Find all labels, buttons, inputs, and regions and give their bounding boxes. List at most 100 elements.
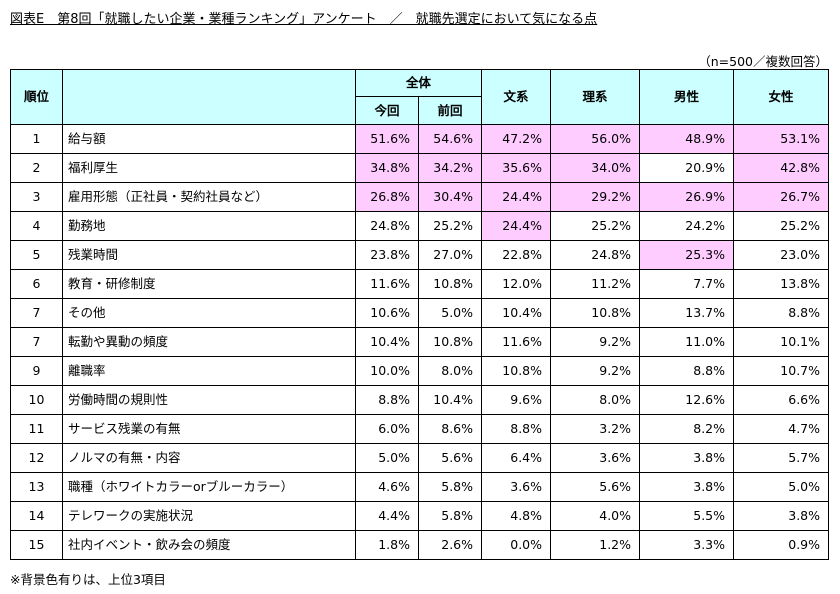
rank-cell: 3 [10,182,63,212]
item-cell: 勤務地 [62,211,356,241]
current-value-cell: 51.6% [355,124,419,154]
rank-cell: 7 [10,327,63,357]
female-value-cell: 6.6% [733,385,830,415]
previous-value-cell: 34.2% [417,153,483,183]
humanities-value-cell: 22.8% [481,240,552,270]
previous-value-cell: 10.8% [417,327,483,357]
humanities-value-cell: 35.6% [481,153,552,183]
previous-value-cell: 5.8% [417,472,483,502]
humanities-value-cell: 11.6% [481,327,552,357]
table-row: 3 雇用形態（正社員・契約社員など） 26.8% 30.4% 24.4% 29.2% 26.… [10,182,830,212]
science-value-cell: 9.2% [550,356,641,386]
header-rank: 順位 [10,69,63,125]
previous-value-cell: 30.4% [417,182,483,212]
header-humanities: 文系 [481,69,552,125]
item-cell: 社内イベント・飲み会の頻度 [62,530,356,560]
previous-value-cell: 10.8% [417,269,483,299]
science-value-cell: 3.2% [550,414,641,444]
ranking-table: 順位 全体 文系 理系 男性 女性 今回 前回 1 給与額 51.6% 54.6% 47… [10,69,830,560]
female-value-cell: 25.2% [733,211,830,241]
female-value-cell: 3.8% [733,501,830,531]
table-row: 2 福利厚生 34.8% 34.2% 35.6% 34.0% 20.9% 42.8% [10,153,830,183]
rank-cell: 5 [10,240,63,270]
rank-cell: 15 [10,530,63,560]
item-cell: 離職率 [62,356,356,386]
current-value-cell: 1.8% [355,530,419,560]
item-cell: 教育・研修制度 [62,269,356,299]
science-value-cell: 8.0% [550,385,641,415]
rank-cell: 9 [10,356,63,386]
item-cell: 職種（ホワイトカラーorブルーカラー） [62,472,356,502]
rank-cell: 2 [10,153,63,183]
item-cell: 労働時間の規則性 [62,385,356,415]
previous-value-cell: 54.6% [417,124,483,154]
table-row: 4 勤務地 24.8% 25.2% 24.4% 25.2% 24.2% 25.2% [10,211,830,241]
female-value-cell: 0.9% [733,530,830,560]
science-value-cell: 56.0% [550,124,641,154]
female-value-cell: 5.7% [733,443,830,473]
science-value-cell: 3.6% [550,443,641,473]
science-value-cell: 24.8% [550,240,641,270]
rank-cell: 11 [10,414,63,444]
female-value-cell: 26.7% [733,182,830,212]
table-row: 5 残業時間 23.8% 27.0% 22.8% 24.8% 25.3% 23.0% [10,240,830,270]
footnote: ※背景色有りは、上位3項目 [10,572,166,587]
table-row: 15 社内イベント・飲み会の頻度 1.8% 2.6% 0.0% 1.2% 3.3% 0.9% [10,530,830,560]
previous-value-cell: 8.0% [417,356,483,386]
item-cell: 残業時間 [62,240,356,270]
current-value-cell: 23.8% [355,240,419,270]
science-value-cell: 5.6% [550,472,641,502]
science-value-cell: 4.0% [550,501,641,531]
current-value-cell: 24.8% [355,211,419,241]
female-value-cell: 42.8% [733,153,830,183]
item-cell: 転勤や異動の頻度 [62,327,356,357]
table-row: 11 サービス残業の有無 6.0% 8.6% 8.8% 3.2% 8.2% 4.7% [10,414,830,444]
female-value-cell: 53.1% [733,124,830,154]
humanities-value-cell: 0.0% [481,530,552,560]
table-row: 14 テレワークの実施状況 4.4% 5.8% 4.8% 4.0% 5.5% 3.8% [10,501,830,531]
item-cell: テレワークの実施状況 [62,501,356,531]
header-total: 全体 [354,69,483,97]
table-row: 12 ノルマの有無・内容 5.0% 5.6% 6.4% 3.6% 3.8% 5.7% [10,443,830,473]
previous-value-cell: 8.6% [417,414,483,444]
current-value-cell: 10.0% [355,356,419,386]
rank-cell: 1 [10,124,63,154]
female-value-cell: 8.8% [733,298,830,328]
current-value-cell: 26.8% [355,182,419,212]
male-value-cell: 48.9% [639,124,735,154]
humanities-value-cell: 3.6% [481,472,552,502]
male-value-cell: 7.7% [639,269,735,299]
current-value-cell: 4.4% [355,501,419,531]
previous-value-cell: 2.6% [417,530,483,560]
female-value-cell: 13.8% [733,269,830,299]
table-row: 7 転勤や異動の頻度 10.4% 10.8% 11.6% 9.2% 11.0% 10.1% [10,327,830,357]
humanities-value-cell: 24.4% [481,182,552,212]
male-value-cell: 12.6% [639,385,735,415]
item-cell: サービス残業の有無 [62,414,356,444]
male-value-cell: 20.9% [639,153,735,183]
science-value-cell: 34.0% [550,153,641,183]
humanities-value-cell: 24.4% [481,211,552,241]
female-value-cell: 10.7% [733,356,830,386]
rank-cell: 10 [10,385,63,415]
rank-cell: 6 [10,269,63,299]
male-value-cell: 13.7% [639,298,735,328]
science-value-cell: 29.2% [550,182,641,212]
table-row: 13 職種（ホワイトカラーorブルーカラー） 4.6% 5.8% 3.6% 5.6% 3.8… [10,472,830,502]
humanities-value-cell: 6.4% [481,443,552,473]
previous-value-cell: 5.6% [417,443,483,473]
table-row: 7 その他 10.6% 5.0% 10.4% 10.8% 13.7% 8.8% [10,298,830,328]
item-cell: 雇用形態（正社員・契約社員など） [62,182,356,212]
humanities-value-cell: 8.8% [481,414,552,444]
humanities-value-cell: 9.6% [481,385,552,415]
male-value-cell: 3.8% [639,472,735,502]
header-science: 理系 [550,69,641,125]
male-value-cell: 26.9% [639,182,735,212]
humanities-value-cell: 47.2% [481,124,552,154]
male-value-cell: 8.8% [639,356,735,386]
header-current: 今回 [355,96,419,125]
header-item [62,69,356,125]
rank-cell: 13 [10,472,63,502]
header-previous: 前回 [417,96,483,125]
current-value-cell: 10.4% [355,327,419,357]
